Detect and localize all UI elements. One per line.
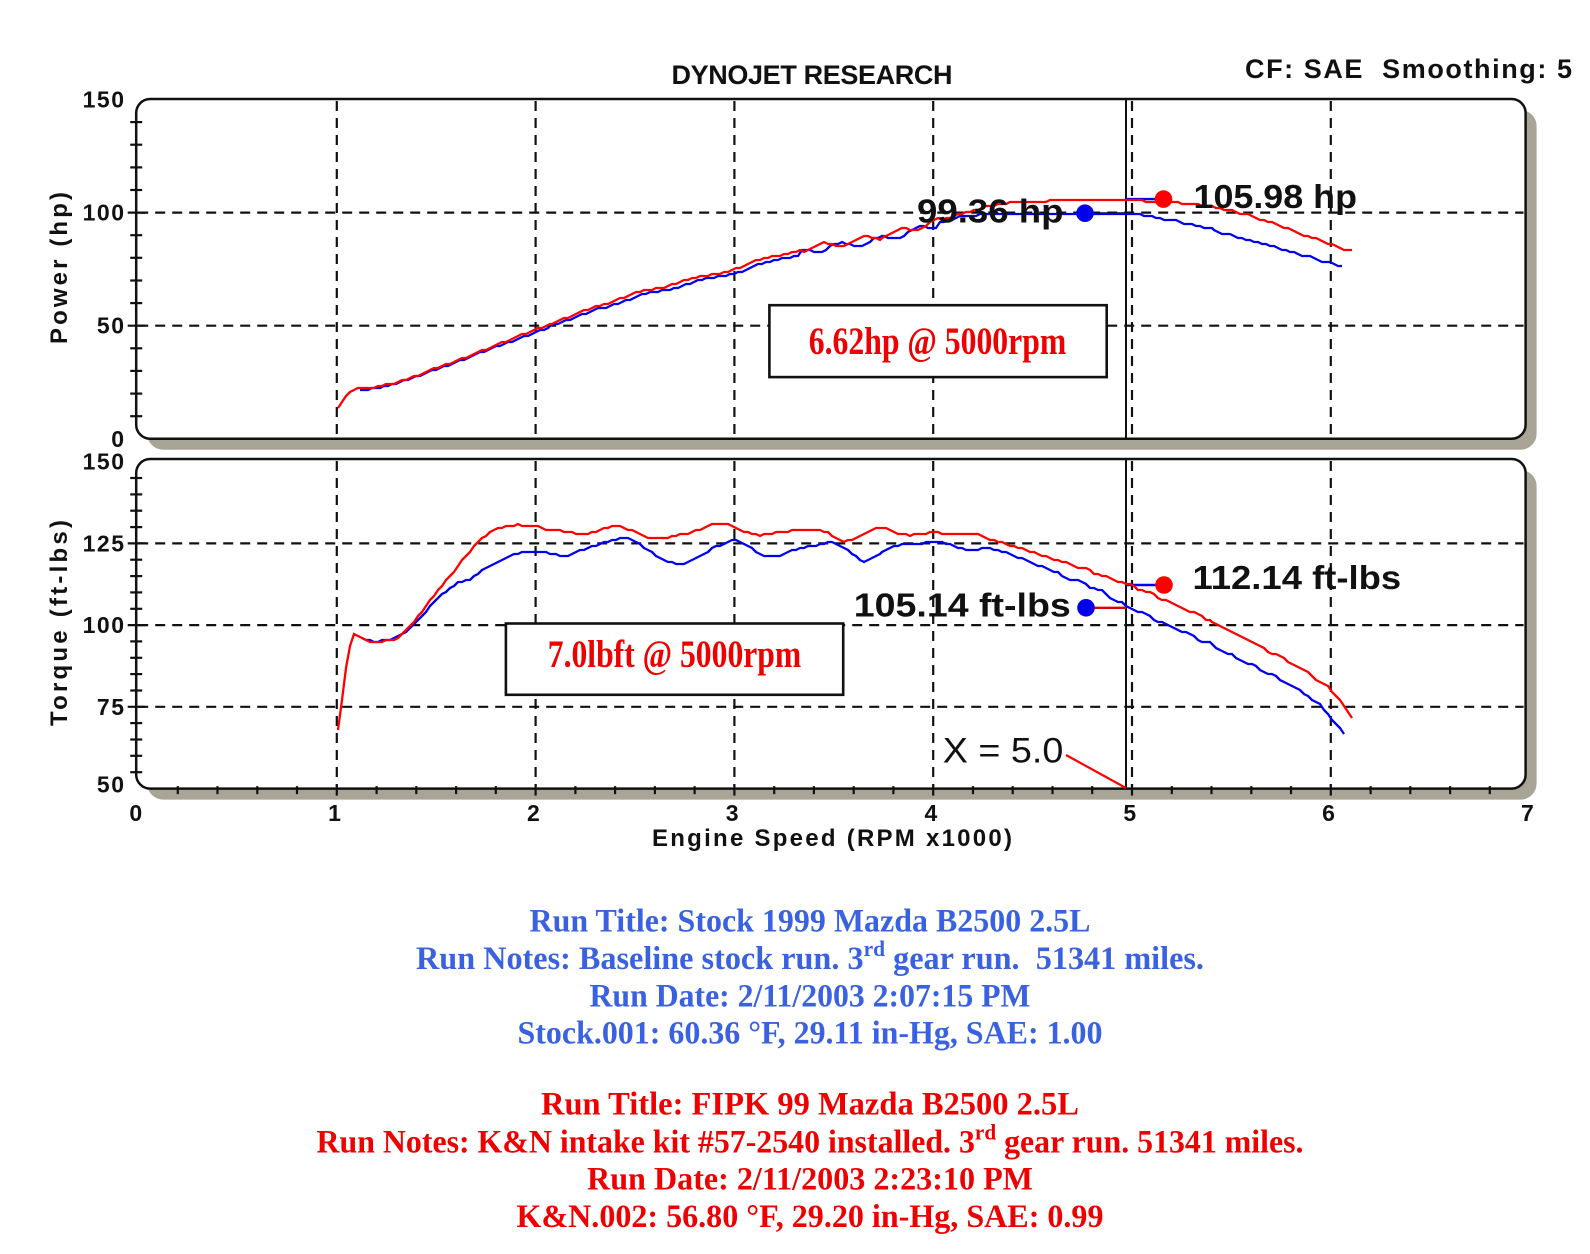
svg-text:1: 1 xyxy=(328,800,342,826)
svg-text:Torque (ft-lbs): Torque (ft-lbs) xyxy=(46,520,73,726)
svg-text:50: 50 xyxy=(97,313,126,339)
svg-text:112.14 ft-lbs: 112.14 ft-lbs xyxy=(1193,559,1402,596)
svg-text:105.98 hp: 105.98 hp xyxy=(1194,178,1358,215)
svg-text:50: 50 xyxy=(97,772,126,798)
svg-text:2: 2 xyxy=(527,800,541,826)
svg-text:150: 150 xyxy=(83,449,126,475)
svg-text:CF: SAE Smoothing: 5: CF: SAE Smoothing: 5 xyxy=(1245,54,1572,84)
svg-text:150: 150 xyxy=(83,87,126,113)
svg-text:K&N.002: 56.80 °F, 29.20 in-Hg: K&N.002: 56.80 °F, 29.20 in-Hg, SAE: 0.9… xyxy=(517,1199,1104,1235)
svg-text:X = 5.0: X = 5.0 xyxy=(943,731,1064,770)
svg-text:Power (hp): Power (hp) xyxy=(46,192,73,344)
svg-text:Run Title: FIPK 99 Mazda B2500: Run Title: FIPK 99 Mazda B2500 2.5L xyxy=(541,1087,1079,1123)
svg-text:99.36 hp: 99.36 hp xyxy=(917,193,1064,230)
svg-text:0: 0 xyxy=(111,426,125,452)
svg-text:75: 75 xyxy=(97,694,126,720)
svg-text:Run Date: 2/11/2003 2:23:10 PM: Run Date: 2/11/2003 2:23:10 PM xyxy=(587,1162,1033,1198)
svg-text:Run Date: 2/11/2003 2:07:15 PM: Run Date: 2/11/2003 2:07:15 PM xyxy=(590,978,1031,1014)
svg-text:4: 4 xyxy=(925,800,939,826)
svg-text:Run Notes: Baseline stock run.: Run Notes: Baseline stock run. 3rd gear … xyxy=(416,936,1204,977)
svg-text:100: 100 xyxy=(83,200,126,226)
svg-text:Engine Speed (RPM x1000): Engine Speed (RPM x1000) xyxy=(652,825,1012,852)
svg-text:0: 0 xyxy=(129,800,143,826)
svg-text:105.14 ft-lbs: 105.14 ft-lbs xyxy=(854,586,1071,623)
svg-text:7.0lbft @ 5000rpm: 7.0lbft @ 5000rpm xyxy=(548,633,802,676)
svg-text:100: 100 xyxy=(83,612,126,638)
svg-text:Run Notes: K&N intake kit #57-: Run Notes: K&N intake kit #57-2540 insta… xyxy=(317,1119,1304,1160)
svg-text:Stock.001: 60.36 °F, 29.11 in-: Stock.001: 60.36 °F, 29.11 in-Hg, SAE: 1… xyxy=(518,1016,1103,1052)
svg-text:6: 6 xyxy=(1322,800,1336,826)
svg-text:DYNOJET RESEARCH: DYNOJET RESEARCH xyxy=(672,60,953,90)
svg-text:6.62hp @ 5000rpm: 6.62hp @ 5000rpm xyxy=(809,320,1067,363)
svg-text:Run Title: Stock 1999 Mazda B2: Run Title: Stock 1999 Mazda B2500 2.5L xyxy=(530,904,1091,940)
svg-text:7: 7 xyxy=(1521,800,1535,826)
svg-text:3: 3 xyxy=(726,800,740,826)
svg-text:125: 125 xyxy=(83,530,126,556)
svg-text:5: 5 xyxy=(1123,800,1137,826)
